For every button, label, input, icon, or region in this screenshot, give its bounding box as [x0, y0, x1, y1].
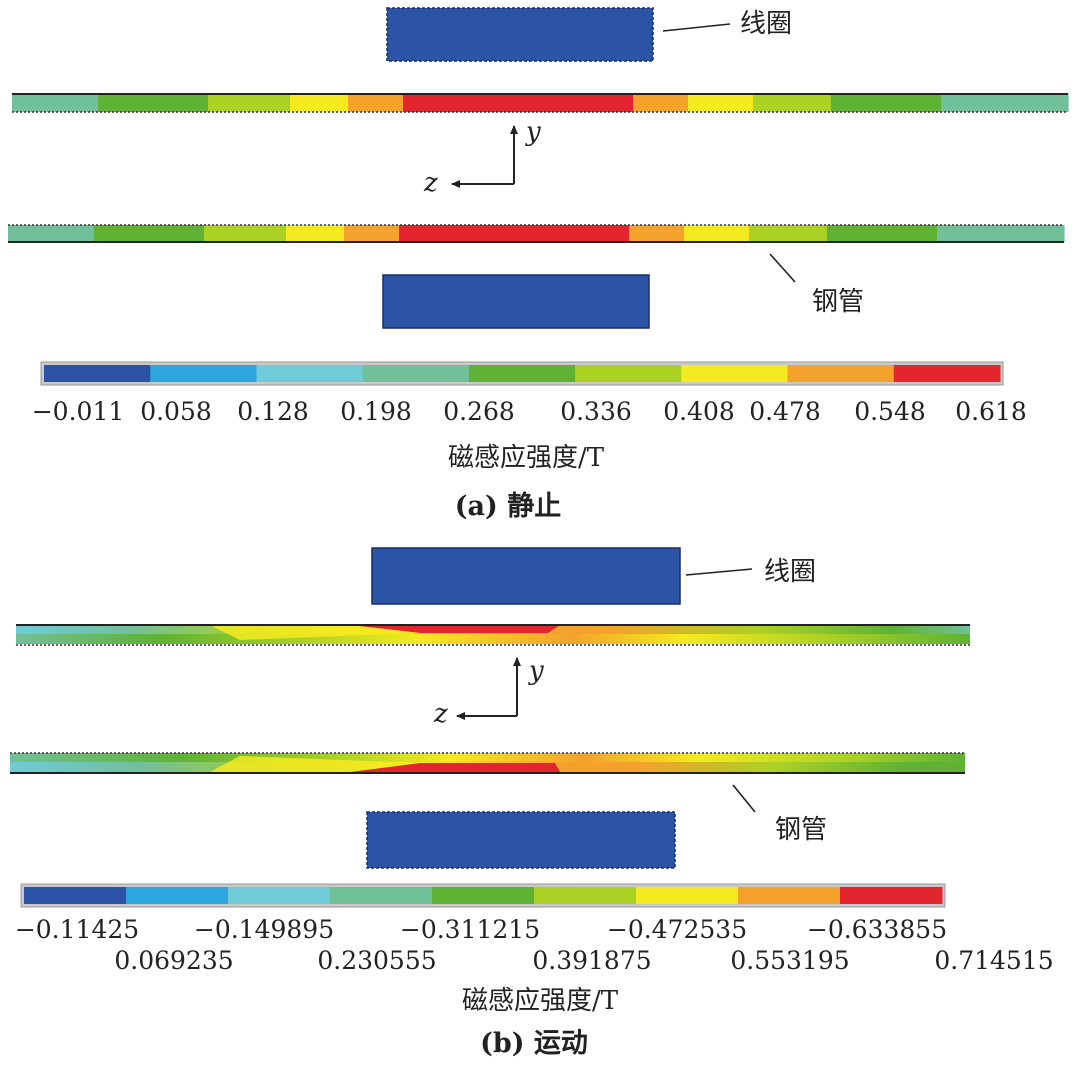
- pipe-bottom-a-band-9: [827, 225, 938, 242]
- colorbar-b-tick-row2-0: 0.069235: [114, 946, 233, 975]
- colorbar-a-swatch-8: [893, 365, 1001, 382]
- colorbar-b-swatch-4: [432, 887, 535, 904]
- colorbar-b-swatch-3: [330, 887, 433, 904]
- colorbar-a: [40, 361, 1004, 386]
- pipe-top-a-band-1: [98, 94, 209, 112]
- axes-b: y z: [433, 656, 544, 729]
- colorbar-b-swatch-8: [840, 887, 943, 904]
- colorbar-a-swatch-3: [362, 365, 470, 382]
- coil-bottom-b: [366, 811, 676, 869]
- colorbar-a-tick-4: 0.268: [443, 397, 515, 426]
- colorbar-b-swatch-2: [228, 887, 331, 904]
- pipe-top-a-band-2: [208, 94, 291, 112]
- unit-label-a: 磁感应强度/T: [448, 443, 605, 473]
- colorbar-b-tick-row1-3: −0.472535: [607, 915, 747, 944]
- colorbar-a-swatch-7: [787, 365, 895, 382]
- colorbar-b-tick-row2-4: 0.714515: [934, 946, 1053, 975]
- pipe-top-a: [12, 94, 1069, 112]
- pipe-leader-line-b: [732, 784, 756, 813]
- pipe-top-b-yellow-wedge: [210, 625, 420, 640]
- colorbar-b-tick-row2-3: 0.553195: [730, 946, 849, 975]
- pipe-bottom-a-band-7: [684, 225, 750, 242]
- colorbar-a-swatch-5: [575, 365, 682, 382]
- pipe-bottom-a-band-2: [204, 225, 287, 242]
- panel-b: 线圈 y z 钢管: [10, 547, 1054, 1059]
- colorbar-a-tick-6: 0.408: [663, 397, 735, 426]
- colorbar-a-tick-1: 0.058: [140, 397, 212, 426]
- z-axis-label-a: z: [423, 168, 438, 198]
- colorbar-b-tick-row2-2: 0.391875: [532, 946, 651, 975]
- colorbar-a-swatch-4: [468, 365, 576, 382]
- colorbar-b-tick-row1-4: −0.633855: [807, 915, 947, 944]
- colorbar-a-tick-3: 0.198: [340, 397, 412, 426]
- colorbar-b-swatch-5: [534, 887, 637, 904]
- colorbar-a-tick-5: 0.336: [560, 397, 632, 426]
- pipe-bottom-b-yellow-wedge: [210, 756, 420, 772]
- colorbar-b-tick-row2-1: 0.230555: [317, 946, 436, 975]
- pipe-bottom-a-band-6: [629, 225, 685, 242]
- caption-b: (b) 运动: [480, 1028, 588, 1059]
- z-axis-label-b: z: [433, 699, 448, 729]
- pipe-label-a: 钢管: [812, 287, 864, 317]
- pipe-top-a-band-3: [290, 94, 349, 112]
- pipe-bottom-a: [8, 225, 1065, 242]
- colorbar-a-tick-2: 0.128: [237, 397, 309, 426]
- colorbar-b-tick-row1-2: −0.311215: [400, 915, 540, 944]
- pipe-top-a-band-4: [348, 94, 404, 112]
- colorbar-b-swatch-0: [24, 887, 127, 904]
- panel-a: 线圈 y z 钢管 −0.011 0.058 0.128 0.198 0.268…: [8, 7, 1069, 522]
- coil-label-b: 线圈: [764, 557, 816, 587]
- pipe-bottom-b: [10, 753, 965, 772]
- pipe-top-a-band-10: [941, 94, 1069, 112]
- colorbar-a-tick-9: 0.618: [955, 397, 1027, 426]
- pipe-bottom-a-band-3: [286, 225, 345, 242]
- pipe-top-b: [16, 625, 970, 644]
- colorbar-a-tick-8: 0.548: [854, 397, 926, 426]
- pipe-top-a-band-6: [633, 94, 689, 112]
- pipe-top-a-band-8: [753, 94, 832, 112]
- pipe-bottom-a-band-0: [8, 225, 95, 242]
- y-axis-label-a: y: [525, 117, 541, 147]
- pipe-bottom-a-band-8: [749, 225, 828, 242]
- colorbar-b: [20, 883, 946, 908]
- coil-leader-line-a: [662, 23, 731, 32]
- colorbar-b-swatch-6: [636, 887, 739, 904]
- pipe-bottom-a-band-1: [94, 225, 205, 242]
- unit-label-b: 磁感应强度/T: [462, 986, 619, 1016]
- pipe-top-a-band-5: [403, 94, 634, 112]
- colorbar-a-swatch-6: [681, 365, 789, 382]
- colorbar-a-swatch-1: [150, 365, 257, 382]
- axes-a: y z: [423, 117, 541, 198]
- coil-leader-line-b: [685, 568, 753, 576]
- pipe-bottom-a-band-5: [399, 225, 630, 242]
- colorbar-b-tick-row1-0: −0.11425: [15, 915, 139, 944]
- y-axis-label-b: y: [528, 656, 544, 686]
- colorbar-a-tick-7: 0.478: [749, 397, 821, 426]
- pipe-top-a-band-7: [688, 94, 754, 112]
- colorbar-b-swatch-7: [738, 887, 841, 904]
- pipe-top-a-band-0: [12, 94, 99, 112]
- coil-top-a: [386, 7, 654, 62]
- colorbar-a-swatch-0: [44, 365, 151, 382]
- colorbar-b-swatch-1: [126, 887, 229, 904]
- caption-a: (a) 静止: [455, 491, 561, 522]
- colorbar-a-swatch-2: [256, 365, 364, 382]
- pipe-bottom-a-band-10: [937, 225, 1065, 242]
- colorbar-b-ticks-row1: −0.11425 −0.149895 −0.311215 −0.472535 −…: [15, 915, 947, 944]
- colorbar-b-ticks-row2: 0.069235 0.230555 0.391875 0.553195 0.71…: [114, 946, 1053, 975]
- coil-label-a: 线圈: [740, 9, 792, 39]
- colorbar-b-tick-row1-1: −0.149895: [194, 915, 334, 944]
- pipe-bottom-b-inner-layer: [10, 753, 965, 762]
- pipe-top-b-inner-layer: [16, 634, 970, 644]
- pipe-label-b: 钢管: [775, 815, 827, 845]
- coil-top-b: [371, 547, 681, 605]
- colorbar-a-ticks: −0.011 0.058 0.128 0.198 0.268 0.336 0.4…: [32, 397, 1027, 426]
- coil-bottom-a: [382, 274, 650, 329]
- colorbar-a-tick-0: −0.011: [32, 397, 125, 426]
- pipe-leader-line-a: [769, 253, 796, 283]
- pipe-bottom-a-band-4: [344, 225, 400, 242]
- pipe-top-a-band-9: [831, 94, 942, 112]
